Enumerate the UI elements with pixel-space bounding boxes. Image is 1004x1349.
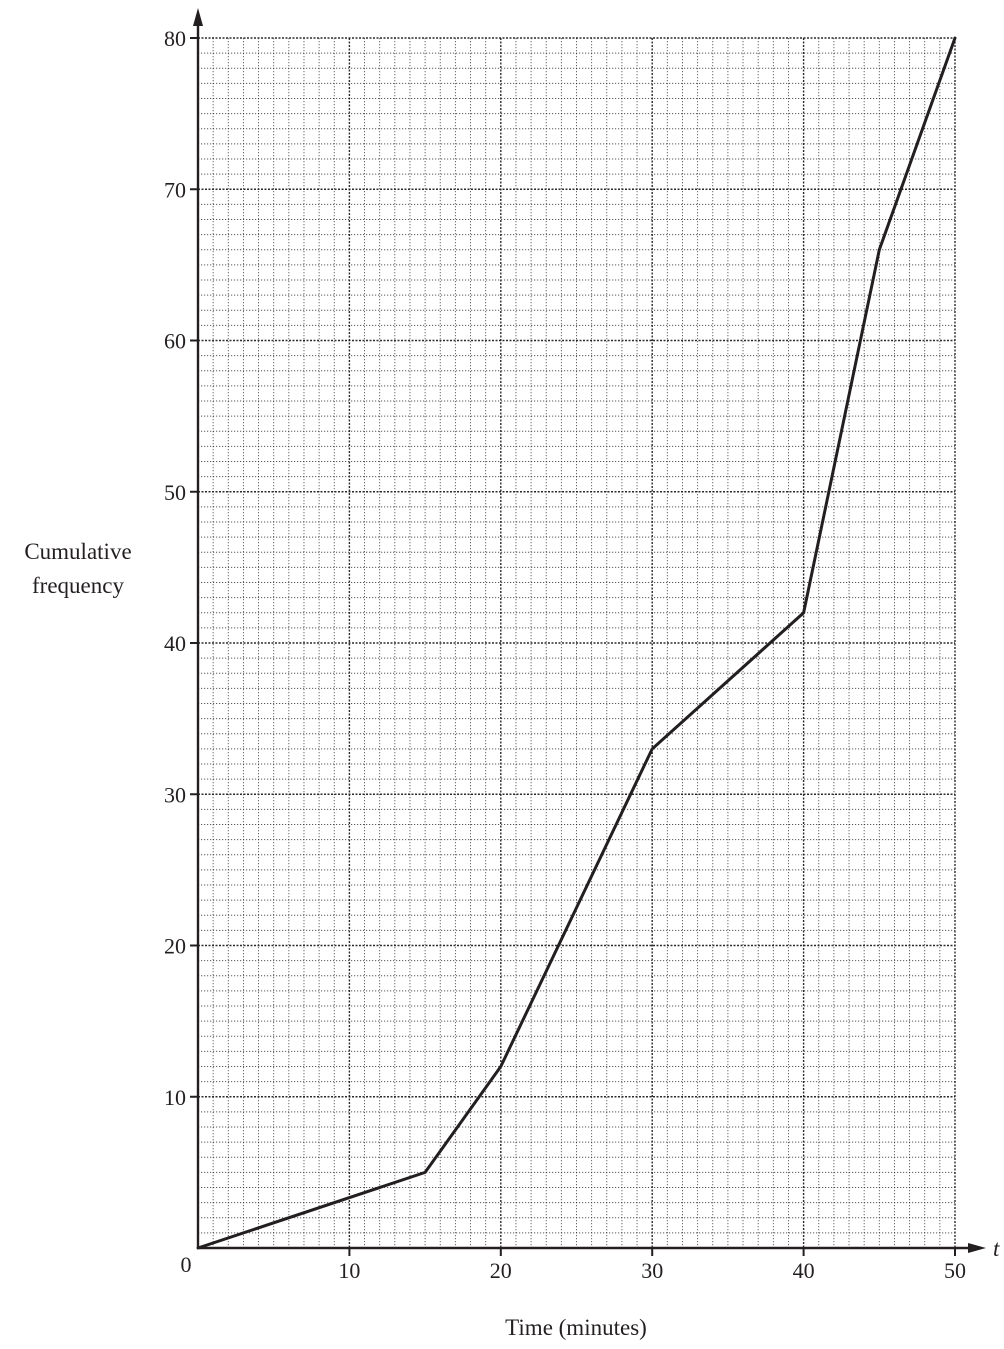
x-axis-symbol: t xyxy=(993,1236,1000,1261)
x-tick-label: 20 xyxy=(490,1258,512,1283)
y-tick-label: 40 xyxy=(164,631,186,656)
x-axis-arrowhead xyxy=(968,1243,986,1253)
y-tick-label: 10 xyxy=(164,1085,186,1110)
cumulative-frequency-line xyxy=(196,36,957,1250)
axes xyxy=(193,8,986,1253)
x-tick-label: 30 xyxy=(641,1258,663,1283)
x-tick-label: 40 xyxy=(793,1258,815,1283)
y-tick-label: 60 xyxy=(164,329,186,354)
series-layer xyxy=(196,36,957,1250)
y-axis-arrowhead xyxy=(193,8,203,26)
y-tick-label: 30 xyxy=(164,782,186,807)
origin-label: 0 xyxy=(181,1252,192,1277)
y-axis-title-line-1: Cumulative xyxy=(24,539,131,564)
y-tick-label: 20 xyxy=(164,934,186,959)
y-tick-label: 80 xyxy=(164,26,186,51)
x-tick-label: 50 xyxy=(944,1258,966,1283)
x-tick-label: 10 xyxy=(338,1258,360,1283)
x-axis-title: Time (minutes) xyxy=(505,1315,647,1340)
tick-labels: 10 20 30 40 50 10 20 30 40 50 60 70 80 xyxy=(164,26,966,1283)
y-axis-title-line-2: frequency xyxy=(32,573,124,598)
grid-minor-lines xyxy=(198,38,955,1248)
y-tick-label: 70 xyxy=(164,177,186,202)
y-tick-label: 50 xyxy=(164,480,186,505)
